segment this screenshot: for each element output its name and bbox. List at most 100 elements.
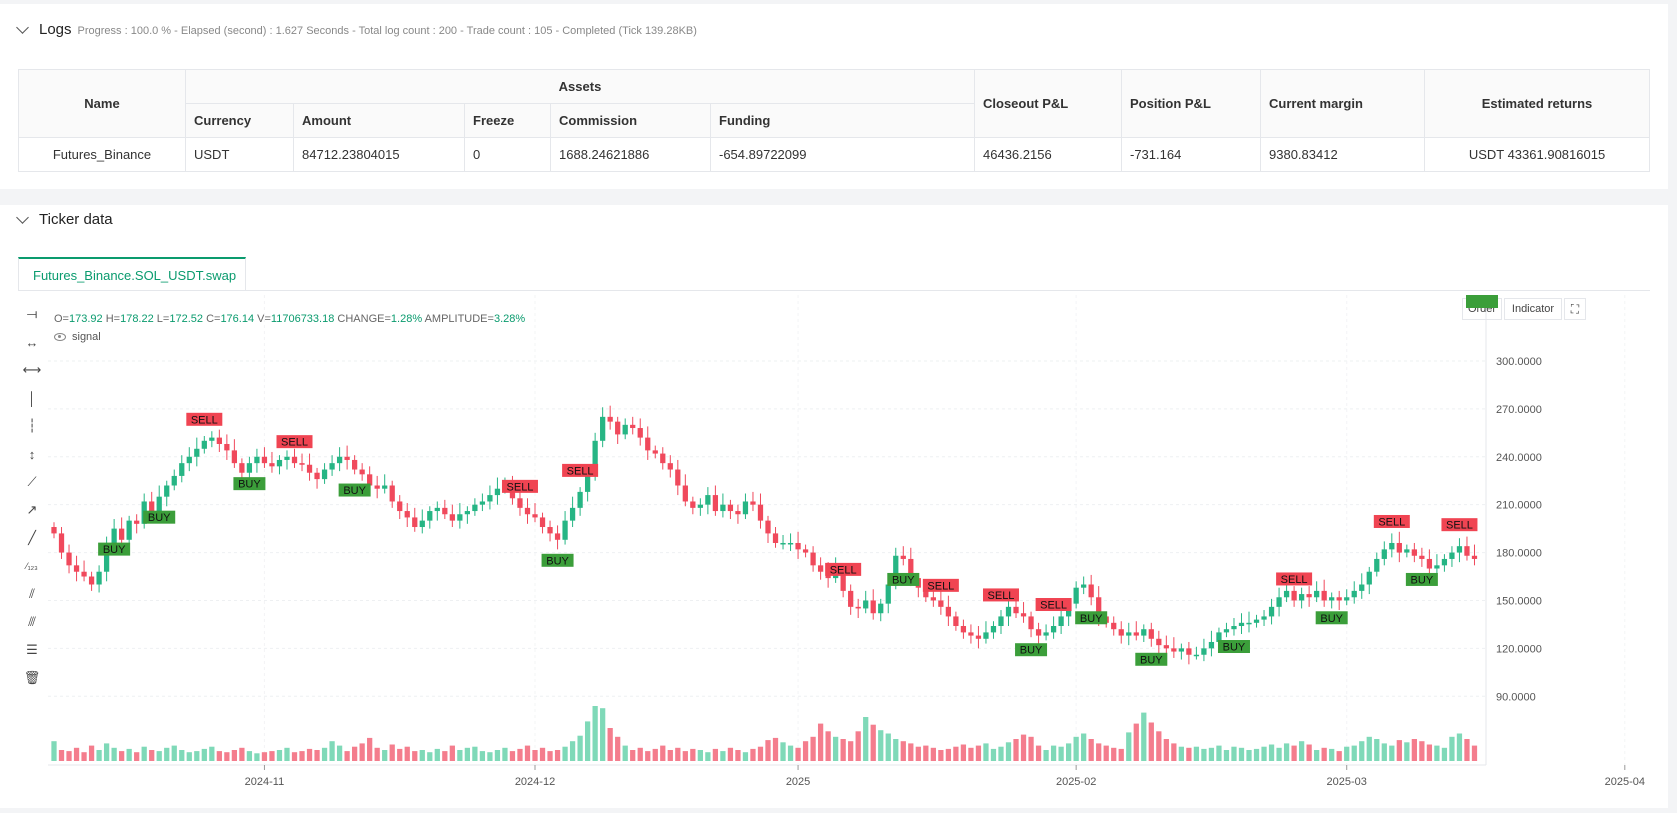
vertical-ray-icon[interactable]: ┆ — [28, 418, 36, 433]
buy-signal-label: BUY — [892, 574, 915, 586]
candle-body — [344, 456, 350, 460]
volume-bar — [1096, 743, 1102, 761]
eye-icon[interactable] — [54, 333, 66, 341]
price-line-icon[interactable]: ⁄₁₂₃ — [26, 561, 38, 571]
volume-bar — [1103, 745, 1109, 761]
volume-bar — [1253, 748, 1260, 761]
volume-bar — [682, 751, 688, 761]
fullscreen-icon[interactable]: ⛶ — [1564, 298, 1586, 320]
candle-body — [787, 542, 794, 545]
volume-bar — [893, 739, 899, 761]
candle-body — [592, 440, 598, 476]
layers-icon[interactable]: ☰ — [26, 642, 38, 657]
ticker-title: Ticker data — [39, 211, 113, 228]
candle-body — [1118, 629, 1124, 636]
candle-body — [427, 511, 433, 521]
volume-bar — [1118, 748, 1124, 761]
buy-signal-box — [1466, 295, 1498, 308]
candle-body — [848, 590, 854, 607]
volume-bar — [735, 750, 741, 761]
volume-bar — [464, 747, 470, 761]
volume-bar — [1178, 746, 1184, 761]
indicator-button[interactable]: Indicator — [1504, 298, 1562, 320]
vertical-segment-icon[interactable]: ↕ — [28, 446, 36, 462]
volume-bar — [1351, 745, 1357, 761]
candle-body — [119, 528, 125, 540]
candle-body — [487, 495, 493, 502]
candle-body — [231, 450, 238, 464]
volume-bar — [1434, 745, 1440, 761]
horizontal-ray-icon[interactable]: ⟞ — [26, 306, 38, 321]
high-label: H= — [105, 313, 121, 325]
candle-body — [1434, 565, 1440, 569]
volume-bar — [930, 747, 936, 761]
change-value: 1.28% — [390, 313, 423, 325]
candle-body — [186, 456, 192, 464]
candle-body — [367, 474, 373, 486]
candle-body — [1306, 594, 1312, 598]
ticker-header[interactable]: Ticker data — [16, 211, 113, 228]
candle-body — [81, 571, 87, 577]
volume-bar — [870, 724, 876, 761]
volume-bar — [156, 751, 162, 761]
candle-body — [900, 555, 906, 559]
fibonacci-icon[interactable]: ⫻ — [28, 614, 36, 629]
sell-signal-label: SELL — [830, 564, 857, 576]
horizontal-line-icon[interactable]: ↔ — [25, 334, 39, 350]
sell-signal-label: SELL — [988, 590, 1015, 602]
volume-bar — [314, 750, 320, 761]
candle-body — [73, 565, 80, 572]
volume-bar — [878, 730, 884, 761]
chevron-down-icon[interactable] — [16, 21, 29, 34]
candle-body — [314, 472, 320, 480]
volume-bar — [652, 748, 658, 761]
candle-body — [111, 528, 117, 545]
parallel-channel-icon[interactable]: ⫽ — [29, 586, 35, 601]
volume-bar — [787, 745, 794, 761]
horizontal-segment-icon[interactable]: ⟷ — [22, 362, 42, 377]
price-chart[interactable]: 300.0000 270.0000 240.0000 210.0000 180.0000… — [46, 295, 1646, 805]
volume-bar — [374, 747, 380, 761]
volume-bar — [690, 748, 696, 761]
volume-bar — [802, 741, 809, 761]
buy-signal-box — [1015, 643, 1048, 657]
ticker-panel: Ticker data Futures_Binance.SOL_USDT.swa… — [0, 205, 1668, 808]
open-value: 173.92 — [68, 313, 103, 325]
volume-bar — [600, 708, 606, 761]
candle-body — [810, 552, 816, 566]
col-freeze: Freeze — [464, 103, 551, 138]
candle-body — [975, 635, 982, 639]
candle-body — [397, 501, 403, 512]
ray-line-icon[interactable]: ↗ — [26, 502, 38, 517]
volume-bar — [547, 751, 553, 761]
candle-body — [1351, 590, 1357, 598]
sell-signal-label: SELL — [1040, 600, 1067, 612]
volume-bar — [1411, 739, 1417, 761]
volume-bar — [1359, 741, 1365, 761]
candle-body — [600, 416, 606, 441]
segment-icon[interactable]: ╱ — [28, 530, 36, 545]
trash-icon[interactable]: 🗑 — [23, 670, 41, 685]
vertical-line-icon[interactable]: │ — [27, 390, 37, 406]
candle-body — [1314, 590, 1320, 598]
chevron-down-icon[interactable] — [16, 211, 29, 224]
trend-line-icon[interactable]: ⟋ — [27, 474, 37, 489]
buy-signal-label: BUY — [238, 479, 261, 491]
col-name: Name — [18, 69, 186, 138]
volume-value: 11706733.18 — [270, 313, 335, 325]
cell-estimated-returns: USDT 43361.90816015 — [1424, 137, 1650, 172]
tab-sol-usdt-swap[interactable]: Futures_Binance.SOL_USDT.swap — [18, 257, 246, 291]
candle-body — [1298, 594, 1305, 601]
candle-body — [449, 514, 455, 521]
volume-bar — [1404, 742, 1410, 761]
col-funding: Funding — [710, 103, 975, 138]
volume-bar — [968, 747, 974, 761]
col-current-margin: Current margin — [1260, 69, 1425, 138]
logs-title: Logs — [39, 21, 72, 38]
candle-body — [58, 533, 65, 553]
signal-indicator-legend[interactable]: signal — [54, 331, 101, 343]
col-position-pnl: Position P&L — [1121, 69, 1261, 138]
candle-body — [96, 571, 102, 585]
logs-header[interactable]: Logs Progress : 100.0 % - Elapsed (secon… — [16, 21, 697, 38]
candle-body — [1261, 616, 1267, 620]
